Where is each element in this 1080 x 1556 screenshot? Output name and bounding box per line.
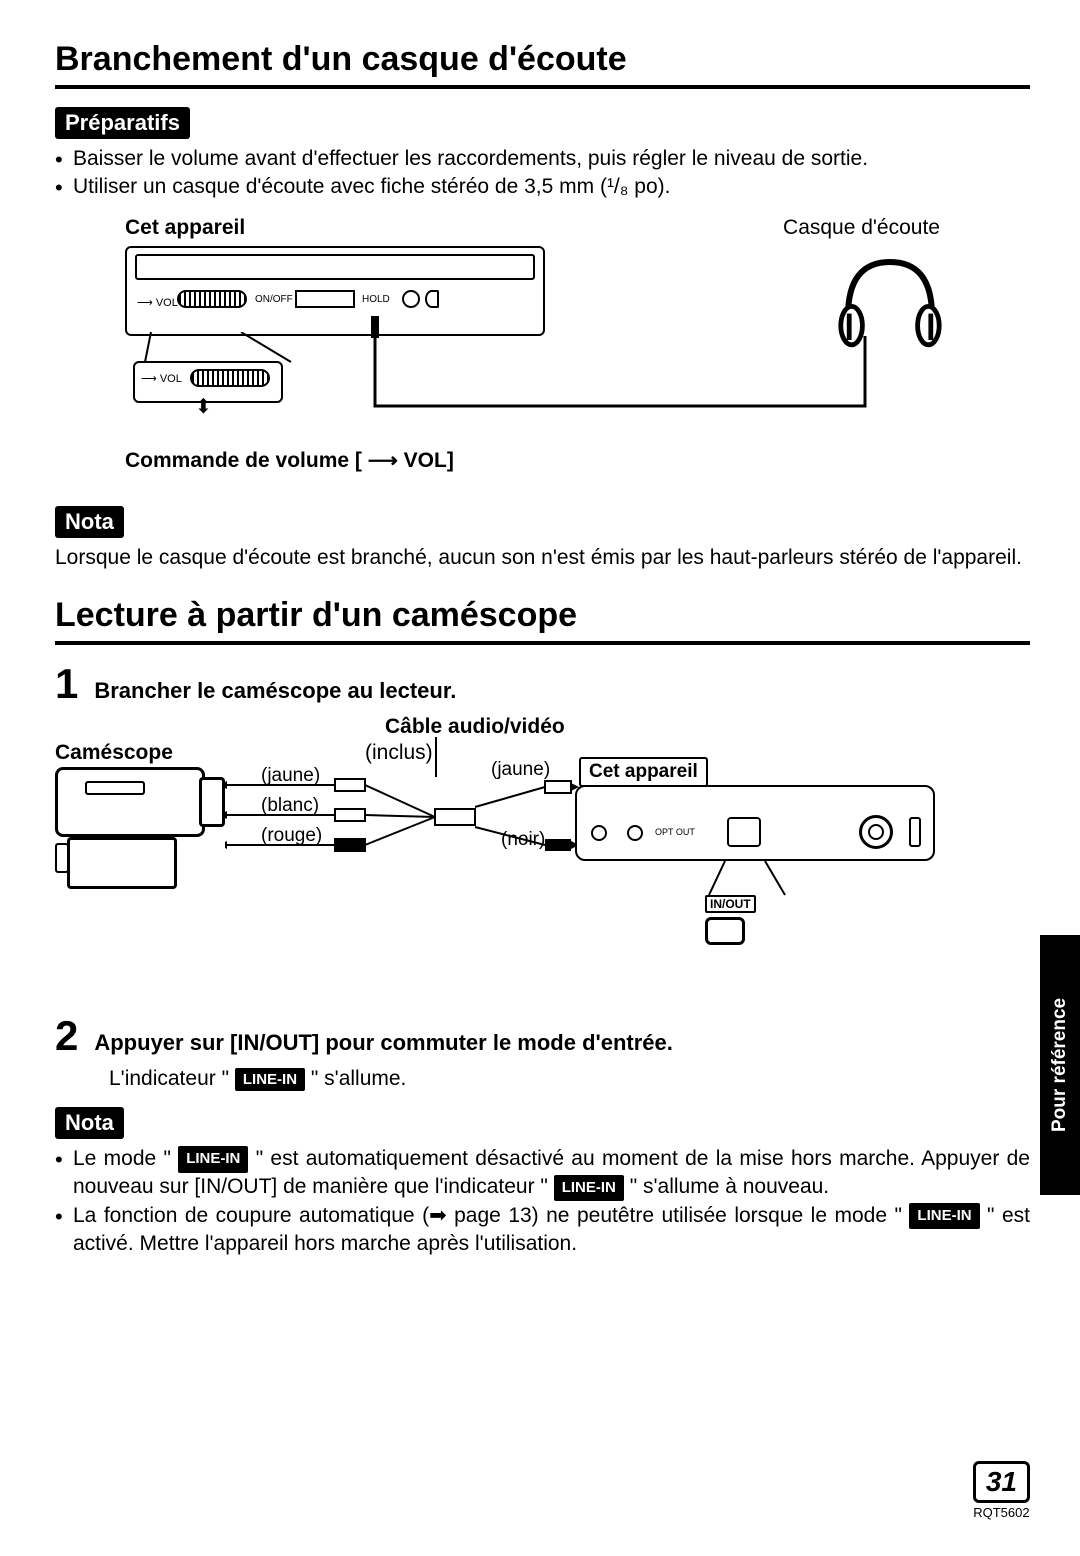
page-number: 31 [973,1461,1030,1503]
bullet-item: Le mode " LINE-IN " est automatiquement … [55,1145,1030,1202]
step2-sub: L'indicateur " LINE-IN " s'allume. [109,1067,1030,1091]
volume-command-label: Commande de volume [ ⟶ VOL] [125,448,454,473]
bullet-item: Baisser le volume avant d'effectuer les … [55,145,1030,173]
inout-zoom-lines-icon [705,861,805,897]
linein-badge: LINE-IN [235,1068,305,1091]
prep-bullets: Baisser le volume avant d'effectuer les … [55,145,1030,202]
this-unit-box: Cet appareil [579,757,708,787]
step2-sub-post: " s'allume. [311,1067,407,1090]
av-cable-icon [225,767,585,877]
document-id: RQT5602 [973,1505,1030,1520]
diagram-camescope: Câble audio/vidéo Caméscope (inclus) (ja… [55,715,1030,1005]
step1-text: Brancher le caméscope au lecteur. [94,678,456,704]
step1-number: 1 [55,663,78,705]
section-headphones: Branchement d'un casque d'écoute Prépara… [55,40,1030,572]
cable-title: Câble audio/vidéo [385,715,565,739]
section-camescope: Lecture à partir d'un caméscope 1 Branch… [55,596,1030,1258]
step-1: 1 Brancher le caméscope au lecteur. [55,663,1030,705]
linein-badge: LINE-IN [554,1175,624,1201]
camescope-illustration [55,767,225,897]
diagram-headphones: Cet appareil Casque d'écoute ⟶ VOL ON/OF… [55,216,1030,496]
page-footer: 31 RQT5602 [973,1461,1030,1520]
linein-badge: LINE-IN [178,1146,248,1172]
section2-title: Lecture à partir d'un caméscope [55,596,1030,645]
bullet-item: La fonction de coupure automatique (➡ pa… [55,1202,1030,1259]
step-2: 2 Appuyer sur [IN/OUT] pour commuter le … [55,1015,1030,1057]
nota-text-1: Lorsque le casque d'écoute est branché, … [55,544,1030,572]
cable-sub: (inclus) [365,741,433,765]
nota-label-2: Nota [55,1107,124,1139]
volume-zoom: ⟶ VOL ⬍ [133,361,283,403]
camescope-label: Caméscope [55,741,173,765]
bullet-item: Utiliser un casque d'écoute avec fiche s… [55,173,1030,201]
cable-indicator-line-icon [433,737,439,777]
device-rear-illustration: OPT OUT [575,785,935,861]
cable-line-icon [365,286,905,426]
nota-label-1: Nota [55,506,124,538]
section1-title: Branchement d'un casque d'écoute [55,40,1030,89]
headphones-label: Casque d'écoute [783,216,940,240]
preparatifs-label: Préparatifs [55,107,190,139]
zoom-lines-icon [141,332,321,364]
linein-badge: LINE-IN [909,1203,979,1229]
step2-sub-pre: L'indicateur " [109,1067,235,1090]
step2-number: 2 [55,1015,78,1057]
inout-zoom: IN/OUT [705,895,785,965]
this-unit-label: Cet appareil [125,216,245,240]
step2-text: Appuyer sur [IN/OUT] pour commuter le mo… [94,1030,673,1056]
nota2-bullets: Le mode " LINE-IN " est automatiquement … [55,1145,1030,1258]
side-tab-reference: Pour référence [1040,935,1080,1195]
